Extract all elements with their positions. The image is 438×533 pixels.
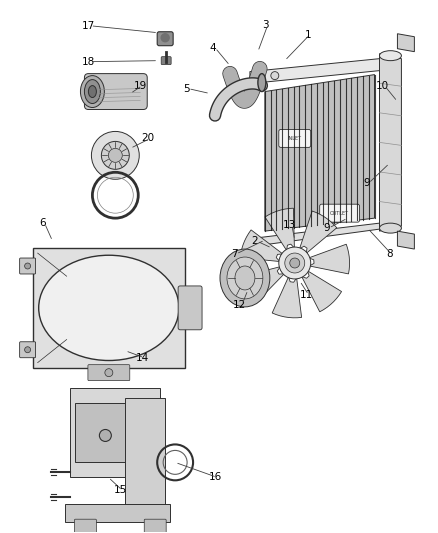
Polygon shape [302,271,342,312]
FancyBboxPatch shape [178,286,202,330]
FancyBboxPatch shape [279,130,311,148]
Text: 15: 15 [114,485,127,495]
FancyBboxPatch shape [157,32,173,46]
Text: 18: 18 [82,56,95,67]
Text: OUTLET: OUTLET [330,211,349,216]
Ellipse shape [227,257,263,299]
Polygon shape [397,231,414,249]
Polygon shape [240,230,283,262]
Text: 1: 1 [304,30,311,40]
Text: 16: 16 [208,472,222,482]
FancyBboxPatch shape [161,56,171,64]
FancyBboxPatch shape [75,402,150,462]
Text: 9: 9 [323,223,330,233]
FancyBboxPatch shape [320,204,360,222]
Circle shape [285,253,305,273]
Circle shape [290,258,300,268]
FancyBboxPatch shape [32,248,185,368]
Circle shape [253,72,263,83]
Circle shape [101,141,129,169]
FancyBboxPatch shape [66,504,170,522]
Circle shape [279,247,311,279]
Text: 8: 8 [386,249,393,259]
FancyBboxPatch shape [74,519,96,533]
Polygon shape [255,223,379,246]
Text: 6: 6 [39,218,46,228]
Circle shape [92,132,139,179]
Polygon shape [242,266,284,302]
Text: 19: 19 [134,80,147,91]
Circle shape [161,34,169,42]
Polygon shape [379,54,401,231]
Text: 14: 14 [136,353,149,363]
FancyBboxPatch shape [88,365,130,381]
Text: 4: 4 [210,43,216,53]
Circle shape [25,347,31,353]
FancyBboxPatch shape [20,342,35,358]
FancyBboxPatch shape [144,519,166,533]
Text: INLET: INLET [288,136,302,141]
Ellipse shape [235,266,255,290]
Ellipse shape [88,86,96,98]
Text: 10: 10 [376,80,389,91]
Circle shape [105,369,113,377]
Polygon shape [397,34,414,52]
Text: 3: 3 [262,20,269,30]
Ellipse shape [379,51,401,61]
Polygon shape [272,277,302,318]
Text: 20: 20 [141,133,155,143]
FancyBboxPatch shape [85,74,147,109]
Circle shape [271,71,279,79]
Polygon shape [265,208,294,251]
FancyBboxPatch shape [125,398,165,507]
Polygon shape [309,244,350,274]
Text: 13: 13 [283,220,297,230]
Ellipse shape [258,74,266,92]
Circle shape [25,263,31,269]
Circle shape [99,430,111,441]
Text: 9: 9 [363,178,370,188]
Polygon shape [300,211,337,253]
FancyBboxPatch shape [20,258,35,274]
Ellipse shape [220,249,270,307]
Polygon shape [250,56,399,84]
Ellipse shape [85,79,100,103]
Ellipse shape [39,255,179,360]
Text: 2: 2 [251,236,258,246]
Ellipse shape [379,223,401,233]
Polygon shape [265,75,374,231]
Circle shape [108,148,122,163]
Text: 12: 12 [233,300,247,310]
Text: 5: 5 [183,84,189,94]
Text: 17: 17 [82,21,95,31]
FancyBboxPatch shape [71,387,160,478]
Text: 7: 7 [231,249,237,259]
Text: 11: 11 [300,290,313,300]
Ellipse shape [81,76,104,108]
